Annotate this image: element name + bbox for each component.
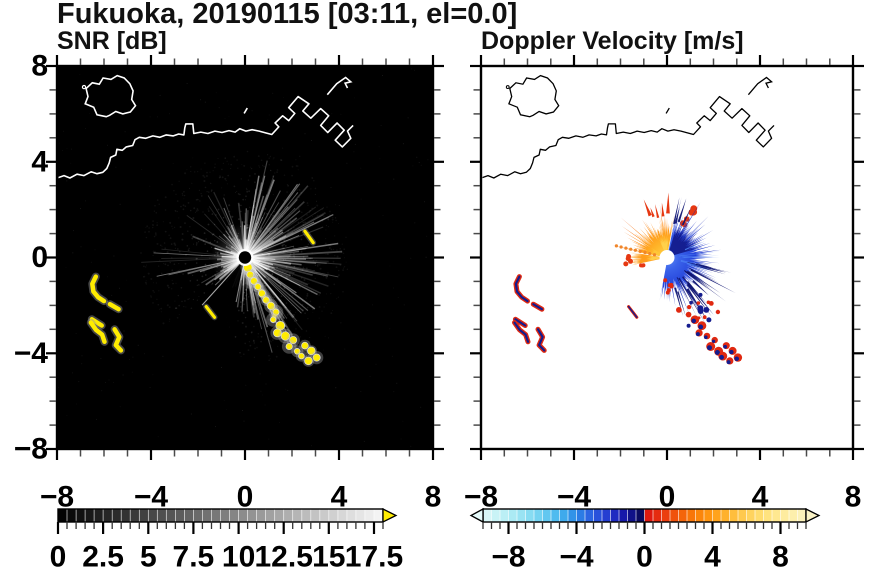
snr-frame-x-tick-labels: −8 −4 0 4 8: [40, 481, 441, 514]
x-tick-label: 0: [659, 481, 676, 514]
y-tick-label: −8: [14, 433, 48, 466]
x-tick-label: −4: [557, 481, 592, 514]
snr-coastline: [58, 74, 354, 179]
colorbar-tick-label: 17.5: [345, 541, 403, 570]
colorbar-tick-label: 5: [140, 541, 157, 570]
velocity-radar-center-hole: [659, 250, 675, 265]
snr-panel: [58, 67, 432, 448]
velocity-west-wedge: [614, 244, 660, 268]
x-tick-label: −4: [134, 481, 169, 514]
colorbar-tick-label: 4: [704, 541, 721, 570]
figure-title: Fukuoka, 20190115 [03:11, el=0.0]: [57, 0, 518, 30]
snr-radar-center: [236, 249, 254, 266]
snr-colorbar-over-arrow: [382, 507, 398, 524]
colorbar-tick-label: 7.5: [173, 541, 215, 570]
velocity-colorbar-under-arrow: [469, 507, 484, 524]
colorbar-tick-label: 0: [636, 541, 653, 570]
snr-frame-y-tick-labels: 8 4 0 −4 −8: [14, 50, 49, 466]
velocity-data-layer: [482, 74, 775, 365]
x-tick-label: 8: [425, 481, 442, 514]
x-tick-label: 8: [845, 481, 862, 514]
colorbar-tick-label: 10: [222, 541, 255, 570]
colorbar-tick-label: −4: [559, 541, 594, 570]
colorbar-tick-label: 2.5: [82, 541, 124, 570]
velocity-panel: [482, 67, 852, 448]
snr-data-layer: [58, 68, 429, 447]
colorbar-tick-label: 0: [50, 541, 67, 570]
velocity-coastline: [482, 74, 775, 179]
snr-frame: −8 −4 0 4 8 8 4 0 −4 −8: [14, 50, 444, 514]
velocity-colorbar-over-arrow: [805, 507, 821, 524]
colorbar-tick-label: 12.5: [255, 541, 313, 570]
velocity-frame: −8 −4 0 4 8: [464, 55, 864, 514]
y-tick-label: 4: [31, 145, 48, 178]
velocity-echo-chain: [690, 315, 743, 365]
snr-colorbar-labels: 0 2.5 5 7.5 10 12.5 15 17.5: [50, 541, 404, 570]
snr-colorbar: 0 2.5 5 7.5 10 12.5 15 17.5: [50, 507, 404, 570]
colorbar-tick-label: −8: [491, 541, 525, 570]
velocity-colorbar-ticks: [482, 522, 807, 534]
x-tick-label: −8: [464, 481, 498, 514]
x-tick-label: 4: [752, 481, 769, 514]
x-tick-label: 4: [331, 481, 348, 514]
velocity-frame-x-tick-labels: −8 −4 0 4 8: [464, 481, 861, 514]
colorbar-tick-label: 8: [772, 541, 789, 570]
velocity-colorbar-labels: −8 −4 0 4 8: [491, 541, 788, 570]
snr-colorbar-ticks: [56, 522, 384, 534]
x-tick-label: 0: [237, 481, 254, 514]
colorbar-tick-label: 15: [312, 541, 345, 570]
velocity-colorbar: −8 −4 0 4 8: [469, 507, 821, 570]
velocity-west-cluster: [512, 274, 639, 353]
snr-panel-title: SNR [dB]: [57, 27, 167, 55]
snr-west-cluster: [86, 228, 317, 355]
y-tick-label: 8: [31, 50, 48, 83]
velocity-panel-title: Doppler Velocity [m/s]: [481, 27, 744, 55]
y-tick-label: 0: [31, 241, 48, 274]
snr-echo-chain: [240, 260, 324, 367]
velocity-blue-fan: [659, 196, 736, 328]
y-tick-label: −4: [14, 337, 49, 370]
x-tick-label: −8: [40, 481, 74, 514]
snr-shadow-wedge: [168, 257, 245, 370]
